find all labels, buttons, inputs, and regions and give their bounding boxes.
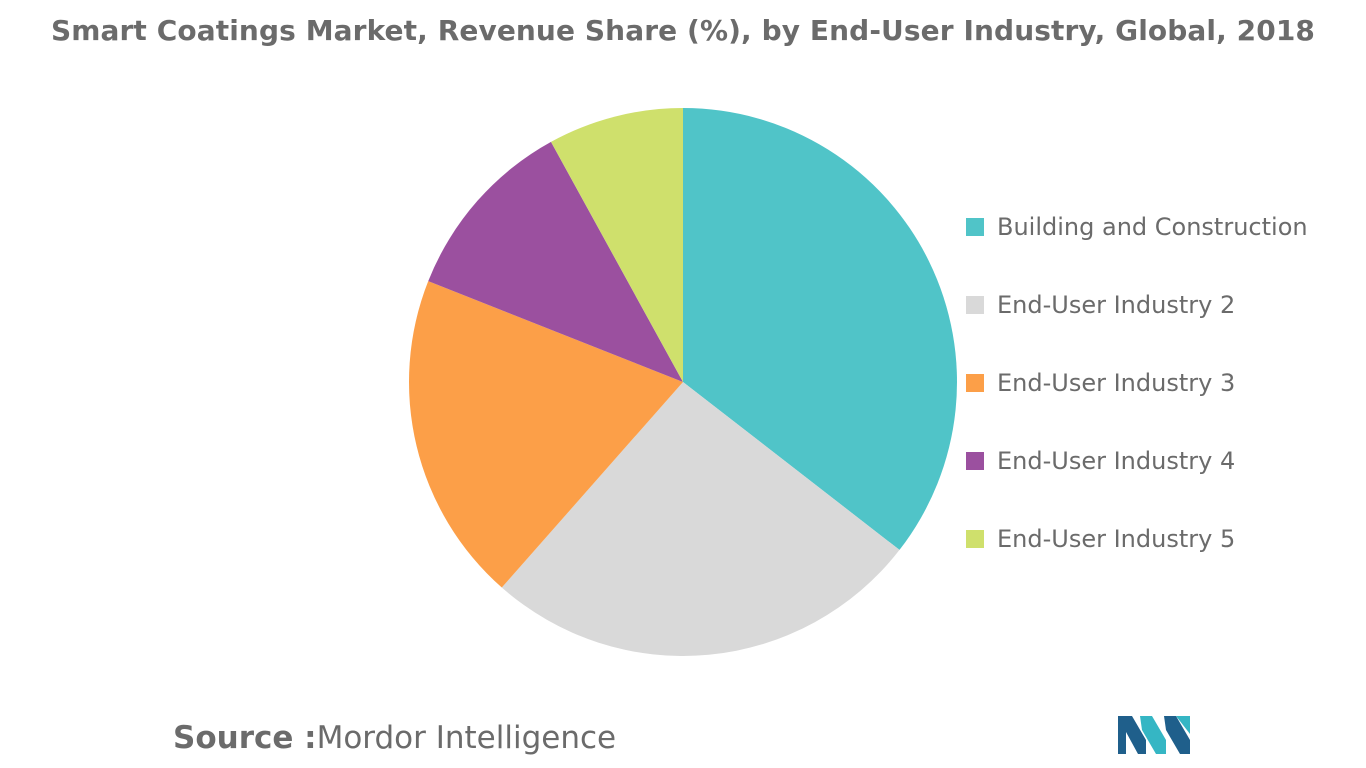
pie-slice-4	[428, 141, 683, 382]
legend-swatch	[966, 452, 984, 470]
source-note: Source :Mordor Intelligence	[173, 720, 616, 756]
legend-label: Building and Construction	[997, 213, 1308, 241]
chart-legend: Building and Construction End-User Indust…	[966, 206, 1308, 596]
legend-item-5: End-User Industry 5	[966, 518, 1308, 596]
legend-swatch	[966, 530, 984, 548]
source-value: Mordor Intelligence	[316, 720, 617, 756]
source-label: Source :	[173, 720, 317, 756]
legend-item-3: End-User Industry 3	[966, 362, 1308, 440]
chart-title: Smart Coatings Market, Revenue Share (%)…	[50, 14, 1316, 47]
legend-item-1: Building and Construction	[966, 206, 1308, 284]
legend-label: End-User Industry 5	[997, 525, 1236, 553]
pie-slice-2	[501, 382, 900, 656]
mordor-intelligence-logo	[1118, 716, 1190, 754]
legend-label: End-User Industry 3	[997, 369, 1236, 397]
pie-slice-3	[409, 281, 683, 588]
legend-item-4: End-User Industry 4	[966, 440, 1308, 518]
pie-slice-5	[550, 108, 683, 382]
pie-slice-1	[683, 108, 957, 550]
legend-swatch	[966, 296, 984, 314]
legend-label: End-User Industry 4	[997, 447, 1236, 475]
legend-swatch	[966, 374, 984, 392]
legend-item-2: End-User Industry 2	[966, 284, 1308, 362]
legend-swatch	[966, 218, 984, 236]
legend-label: End-User Industry 2	[997, 291, 1236, 319]
